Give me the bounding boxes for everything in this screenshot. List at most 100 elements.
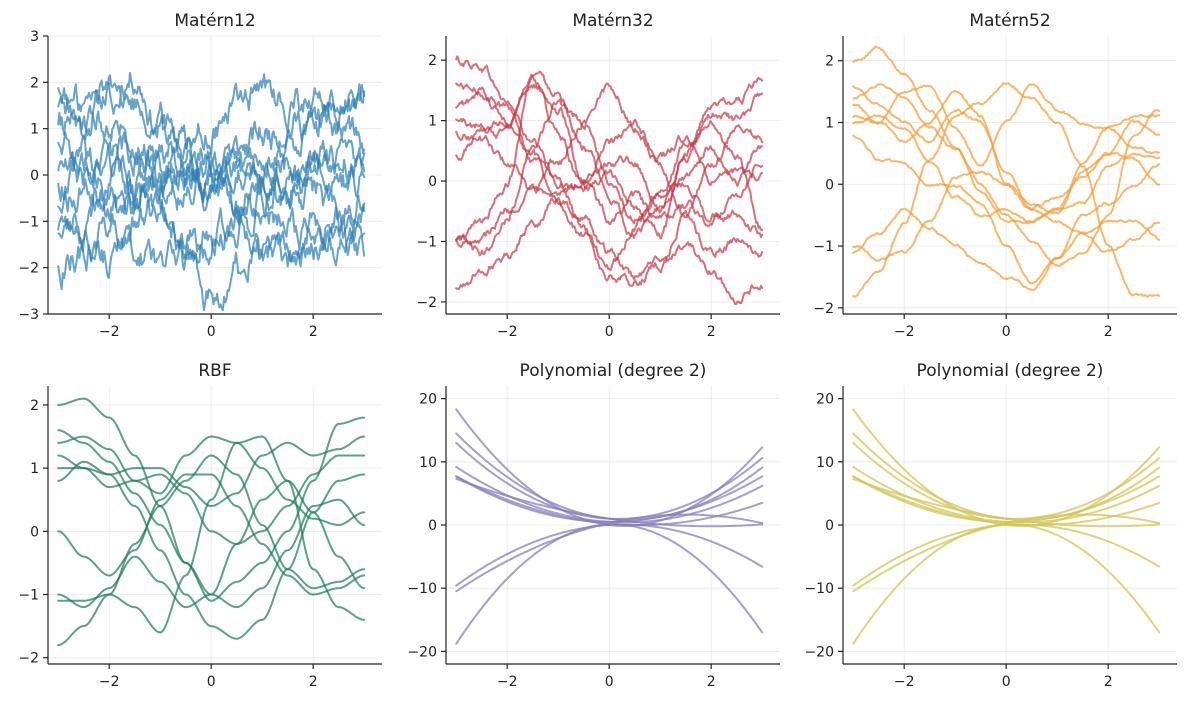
y-tick-label: 0 <box>30 524 39 540</box>
series-line-3 <box>455 91 764 197</box>
subplot-1: −2 0 2 −3 −2 −1 0 1 2 3 Matérn12 <box>18 11 382 340</box>
series-line-8 <box>852 513 1161 593</box>
x-tick-label: −2 <box>497 674 518 690</box>
y-tick-label: −2 <box>18 261 39 277</box>
x-tick-label: 2 <box>1104 674 1113 690</box>
subplot-title: Polynomial (degree 2) <box>520 361 707 381</box>
x-tick-label: 2 <box>1104 324 1113 340</box>
series-group <box>455 408 764 645</box>
y-tick-label: 10 <box>816 455 834 471</box>
series-line-5 <box>852 134 1161 285</box>
y-tick-label: 2 <box>825 54 834 70</box>
series-line-8 <box>455 197 764 305</box>
y-tick-label: −2 <box>416 295 437 311</box>
x-tick-label: 2 <box>707 324 716 340</box>
series-line-10 <box>455 92 764 240</box>
series-line-10 <box>852 83 1161 167</box>
y-tick-label: −10 <box>407 581 437 597</box>
subplot-title: Matérn12 <box>174 11 255 31</box>
series-line-5 <box>852 475 1161 523</box>
series-line-8 <box>852 82 1161 298</box>
subplot-title: Matérn52 <box>969 11 1050 31</box>
x-tick-label: 2 <box>309 324 318 340</box>
subplot-title: Polynomial (degree 2) <box>917 361 1104 381</box>
series-line-10 <box>57 190 366 279</box>
series-line-6 <box>57 479 366 609</box>
series-line-7 <box>852 163 1161 292</box>
x-tick-label: −2 <box>894 674 915 690</box>
y-tick-label: 0 <box>428 518 437 534</box>
subplot-title: RBF <box>198 361 231 381</box>
subplot-3: −2 0 2 −2 −1 0 1 2 Matérn52 <box>813 11 1177 340</box>
series-line-10 <box>57 473 366 596</box>
series-line-9 <box>57 204 366 312</box>
y-tick-label: 1 <box>825 115 834 131</box>
y-tick-label: 0 <box>825 518 834 534</box>
x-tick-label: −2 <box>99 324 120 340</box>
series-line-3 <box>57 435 366 526</box>
series-line-1 <box>852 45 1161 268</box>
series-group <box>455 55 764 305</box>
series-line-8 <box>57 454 366 646</box>
series-line-2 <box>57 79 366 218</box>
y-tick-label: 0 <box>30 168 39 184</box>
y-tick-label: −10 <box>804 581 834 597</box>
x-tick-label: −2 <box>497 324 518 340</box>
series-line-7 <box>852 477 1161 528</box>
y-tick-label: −1 <box>18 214 39 230</box>
y-tick-label: 10 <box>419 455 437 471</box>
series-line-7 <box>57 143 366 233</box>
x-tick-label: 0 <box>207 324 216 340</box>
series-group <box>852 408 1161 645</box>
x-tick-label: −2 <box>894 324 915 340</box>
y-tick-label: 1 <box>30 461 39 477</box>
y-tick-label: 0 <box>825 177 834 193</box>
y-tick-label: −2 <box>813 301 834 317</box>
y-tick-label: 2 <box>428 53 437 69</box>
series-line-9 <box>57 454 366 545</box>
subplot-title: Matérn32 <box>572 11 653 31</box>
x-tick-label: 0 <box>605 324 614 340</box>
series-group <box>57 71 366 312</box>
series-line-5 <box>455 70 764 239</box>
series-line-10 <box>455 523 764 645</box>
series-group <box>852 45 1161 298</box>
series-line-7 <box>455 182 764 272</box>
x-tick-label: 0 <box>605 674 614 690</box>
x-tick-label: 0 <box>1002 674 1011 690</box>
series-line-1 <box>455 55 764 287</box>
series-line-5 <box>57 131 366 211</box>
y-tick-label: 2 <box>30 398 39 414</box>
series-line-6 <box>852 170 1161 262</box>
series-line-6 <box>57 134 366 227</box>
series-line-4 <box>852 114 1161 223</box>
series-line-6 <box>455 98 764 257</box>
series-line-9 <box>852 83 1161 225</box>
y-tick-label: −3 <box>18 307 39 323</box>
y-tick-label: 20 <box>816 392 834 408</box>
y-tick-label: −2 <box>18 651 39 667</box>
x-tick-label: 0 <box>207 674 216 690</box>
y-tick-label: 2 <box>30 75 39 91</box>
series-line-10 <box>852 523 1161 645</box>
series-line-7 <box>455 477 764 528</box>
series-line-5 <box>455 475 764 523</box>
y-tick-label: 1 <box>428 114 437 130</box>
x-tick-label: 2 <box>309 674 318 690</box>
y-tick-label: 1 <box>30 122 39 138</box>
y-tick-label: 0 <box>428 174 437 190</box>
series-line-8 <box>455 513 764 593</box>
y-tick-label: −1 <box>18 588 39 604</box>
subplot-2: −2 0 2 −2 −1 0 1 2 Matérn32 <box>416 11 780 340</box>
y-tick-label: 20 <box>419 392 437 408</box>
y-tick-label: −20 <box>804 644 834 660</box>
series-line-4 <box>455 82 764 258</box>
series-group <box>57 397 366 646</box>
y-tick-label: −1 <box>813 239 834 255</box>
series-line-8 <box>57 178 366 267</box>
subplot-4: −2 0 2 −2 −1 0 1 2 RBF <box>18 361 382 690</box>
x-tick-label: 2 <box>707 674 716 690</box>
